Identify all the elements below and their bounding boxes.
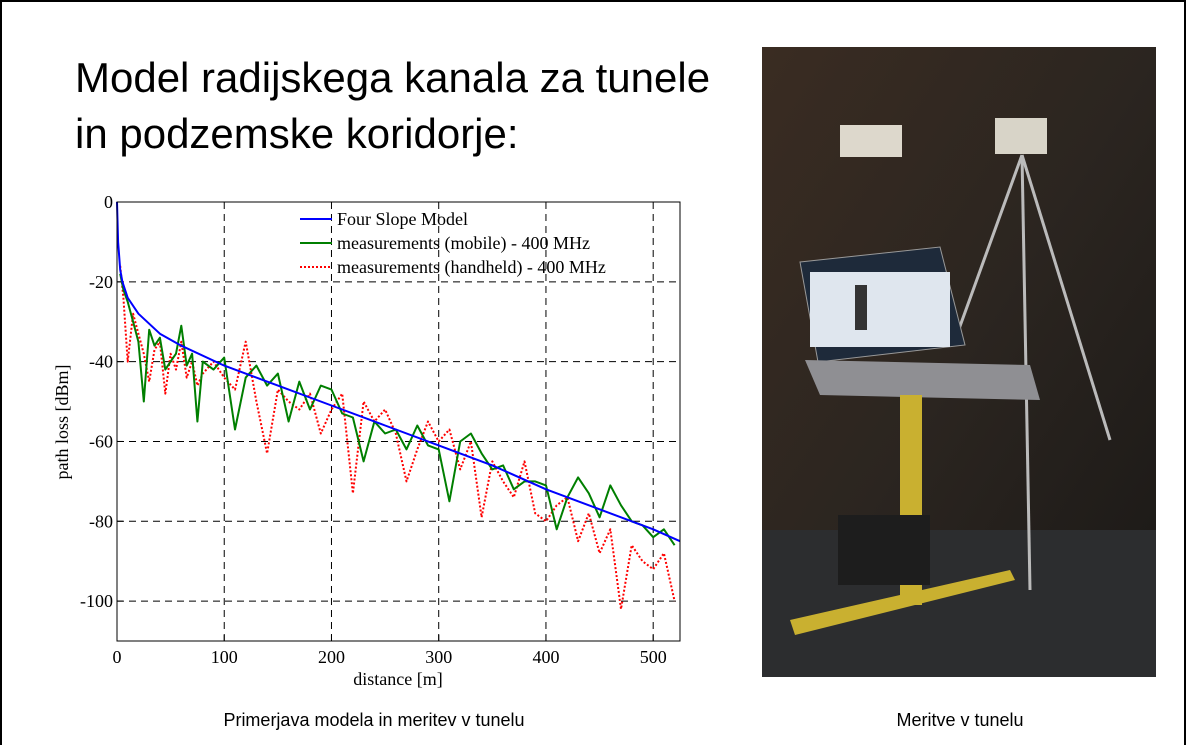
x-tick-label: 100 bbox=[211, 647, 238, 667]
x-tick-label: 500 bbox=[640, 647, 667, 667]
legend-label: measurements (handheld) - 400 MHz bbox=[337, 257, 606, 278]
slide-title: in podzemske koridorje: bbox=[75, 110, 519, 157]
caption: Primerjava modela in meritev v tunelu bbox=[223, 710, 524, 730]
y-tick-label: -80 bbox=[89, 511, 113, 531]
plot-frame bbox=[116, 201, 681, 642]
photo bbox=[762, 47, 1156, 677]
y-tick-label: 0 bbox=[104, 192, 113, 212]
y-tick-label: -20 bbox=[89, 272, 113, 292]
data-line bbox=[119, 265, 676, 611]
x-tick-label: 300 bbox=[425, 647, 452, 667]
data-line bbox=[116, 201, 681, 543]
x-tick-label: 0 bbox=[113, 647, 122, 667]
legend-label: measurements (mobile) - 400 MHz bbox=[337, 233, 590, 254]
plot-area bbox=[117, 202, 680, 641]
y-axis-label: path loss [dBm] bbox=[52, 365, 72, 480]
x-tick-label: 200 bbox=[318, 647, 345, 667]
legend-label: Four Slope Model bbox=[337, 209, 468, 229]
caption: Meritve v tunelu bbox=[896, 710, 1023, 730]
y-tick-label: -100 bbox=[80, 591, 113, 611]
slide-title: Model radijskega kanala za tunele bbox=[75, 54, 710, 101]
x-tick-label: 400 bbox=[532, 647, 559, 667]
y-tick-label: -60 bbox=[89, 431, 113, 451]
y-tick-label: -40 bbox=[89, 352, 113, 372]
x-axis-label: distance [m] bbox=[353, 669, 442, 689]
